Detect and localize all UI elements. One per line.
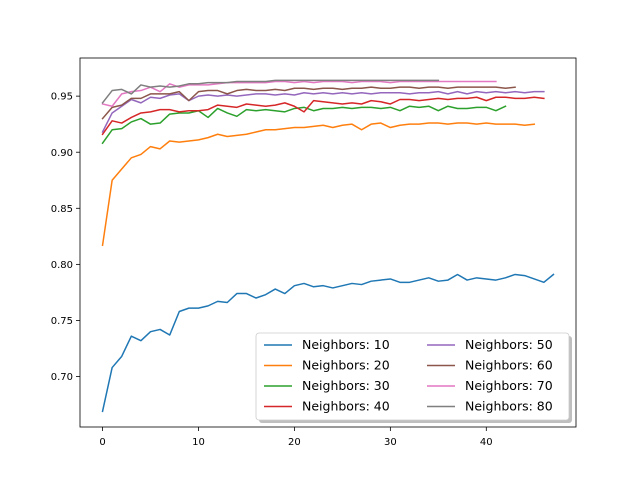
x-tick-label: 0 — [99, 437, 105, 448]
series-line-5 — [101, 90, 545, 134]
legend-label: Neighbors: 40 — [302, 399, 390, 414]
x-tick-label: 20 — [288, 437, 301, 448]
legend-label: Neighbors: 70 — [465, 378, 553, 393]
y-tick-label: 0.70 — [51, 372, 73, 383]
x-axis: 0 10 20 30 40 — [99, 427, 493, 448]
y-tick-label: 0.95 — [51, 92, 73, 103]
series-line-4 — [101, 96, 545, 136]
series-line-7 — [101, 80, 497, 107]
series-line-2 — [101, 122, 536, 247]
y-tick-label: 0.80 — [51, 260, 73, 271]
legend-label: Neighbors: 80 — [465, 399, 553, 414]
y-tick-label: 0.85 — [51, 204, 73, 215]
y-tick-label: 0.90 — [51, 148, 73, 159]
plot-frame — [79, 57, 577, 428]
series-line-6 — [101, 86, 516, 120]
series-line-8 — [101, 79, 440, 104]
legend: Neighbors: 10 Neighbors: 20 Neighbors: 30 N… — [255, 332, 572, 423]
legend-label: Neighbors: 10 — [302, 337, 390, 352]
legend-label: Neighbors: 20 — [302, 358, 390, 373]
y-axis: 0.70 0.75 0.80 0.85 0.90 0.95 — [51, 92, 80, 383]
legend-box — [255, 332, 570, 421]
series-line-3 — [101, 105, 507, 145]
x-tick-label: 30 — [384, 437, 397, 448]
x-tick-label: 40 — [480, 437, 493, 448]
legend-label: Neighbors: 50 — [465, 337, 553, 352]
series-layer — [101, 79, 555, 413]
legend-label: Neighbors: 60 — [465, 358, 553, 373]
y-tick-label: 0.75 — [51, 316, 73, 327]
series-line-1 — [101, 273, 555, 413]
x-tick-label: 10 — [192, 437, 205, 448]
legend-label: Neighbors: 30 — [302, 378, 390, 393]
